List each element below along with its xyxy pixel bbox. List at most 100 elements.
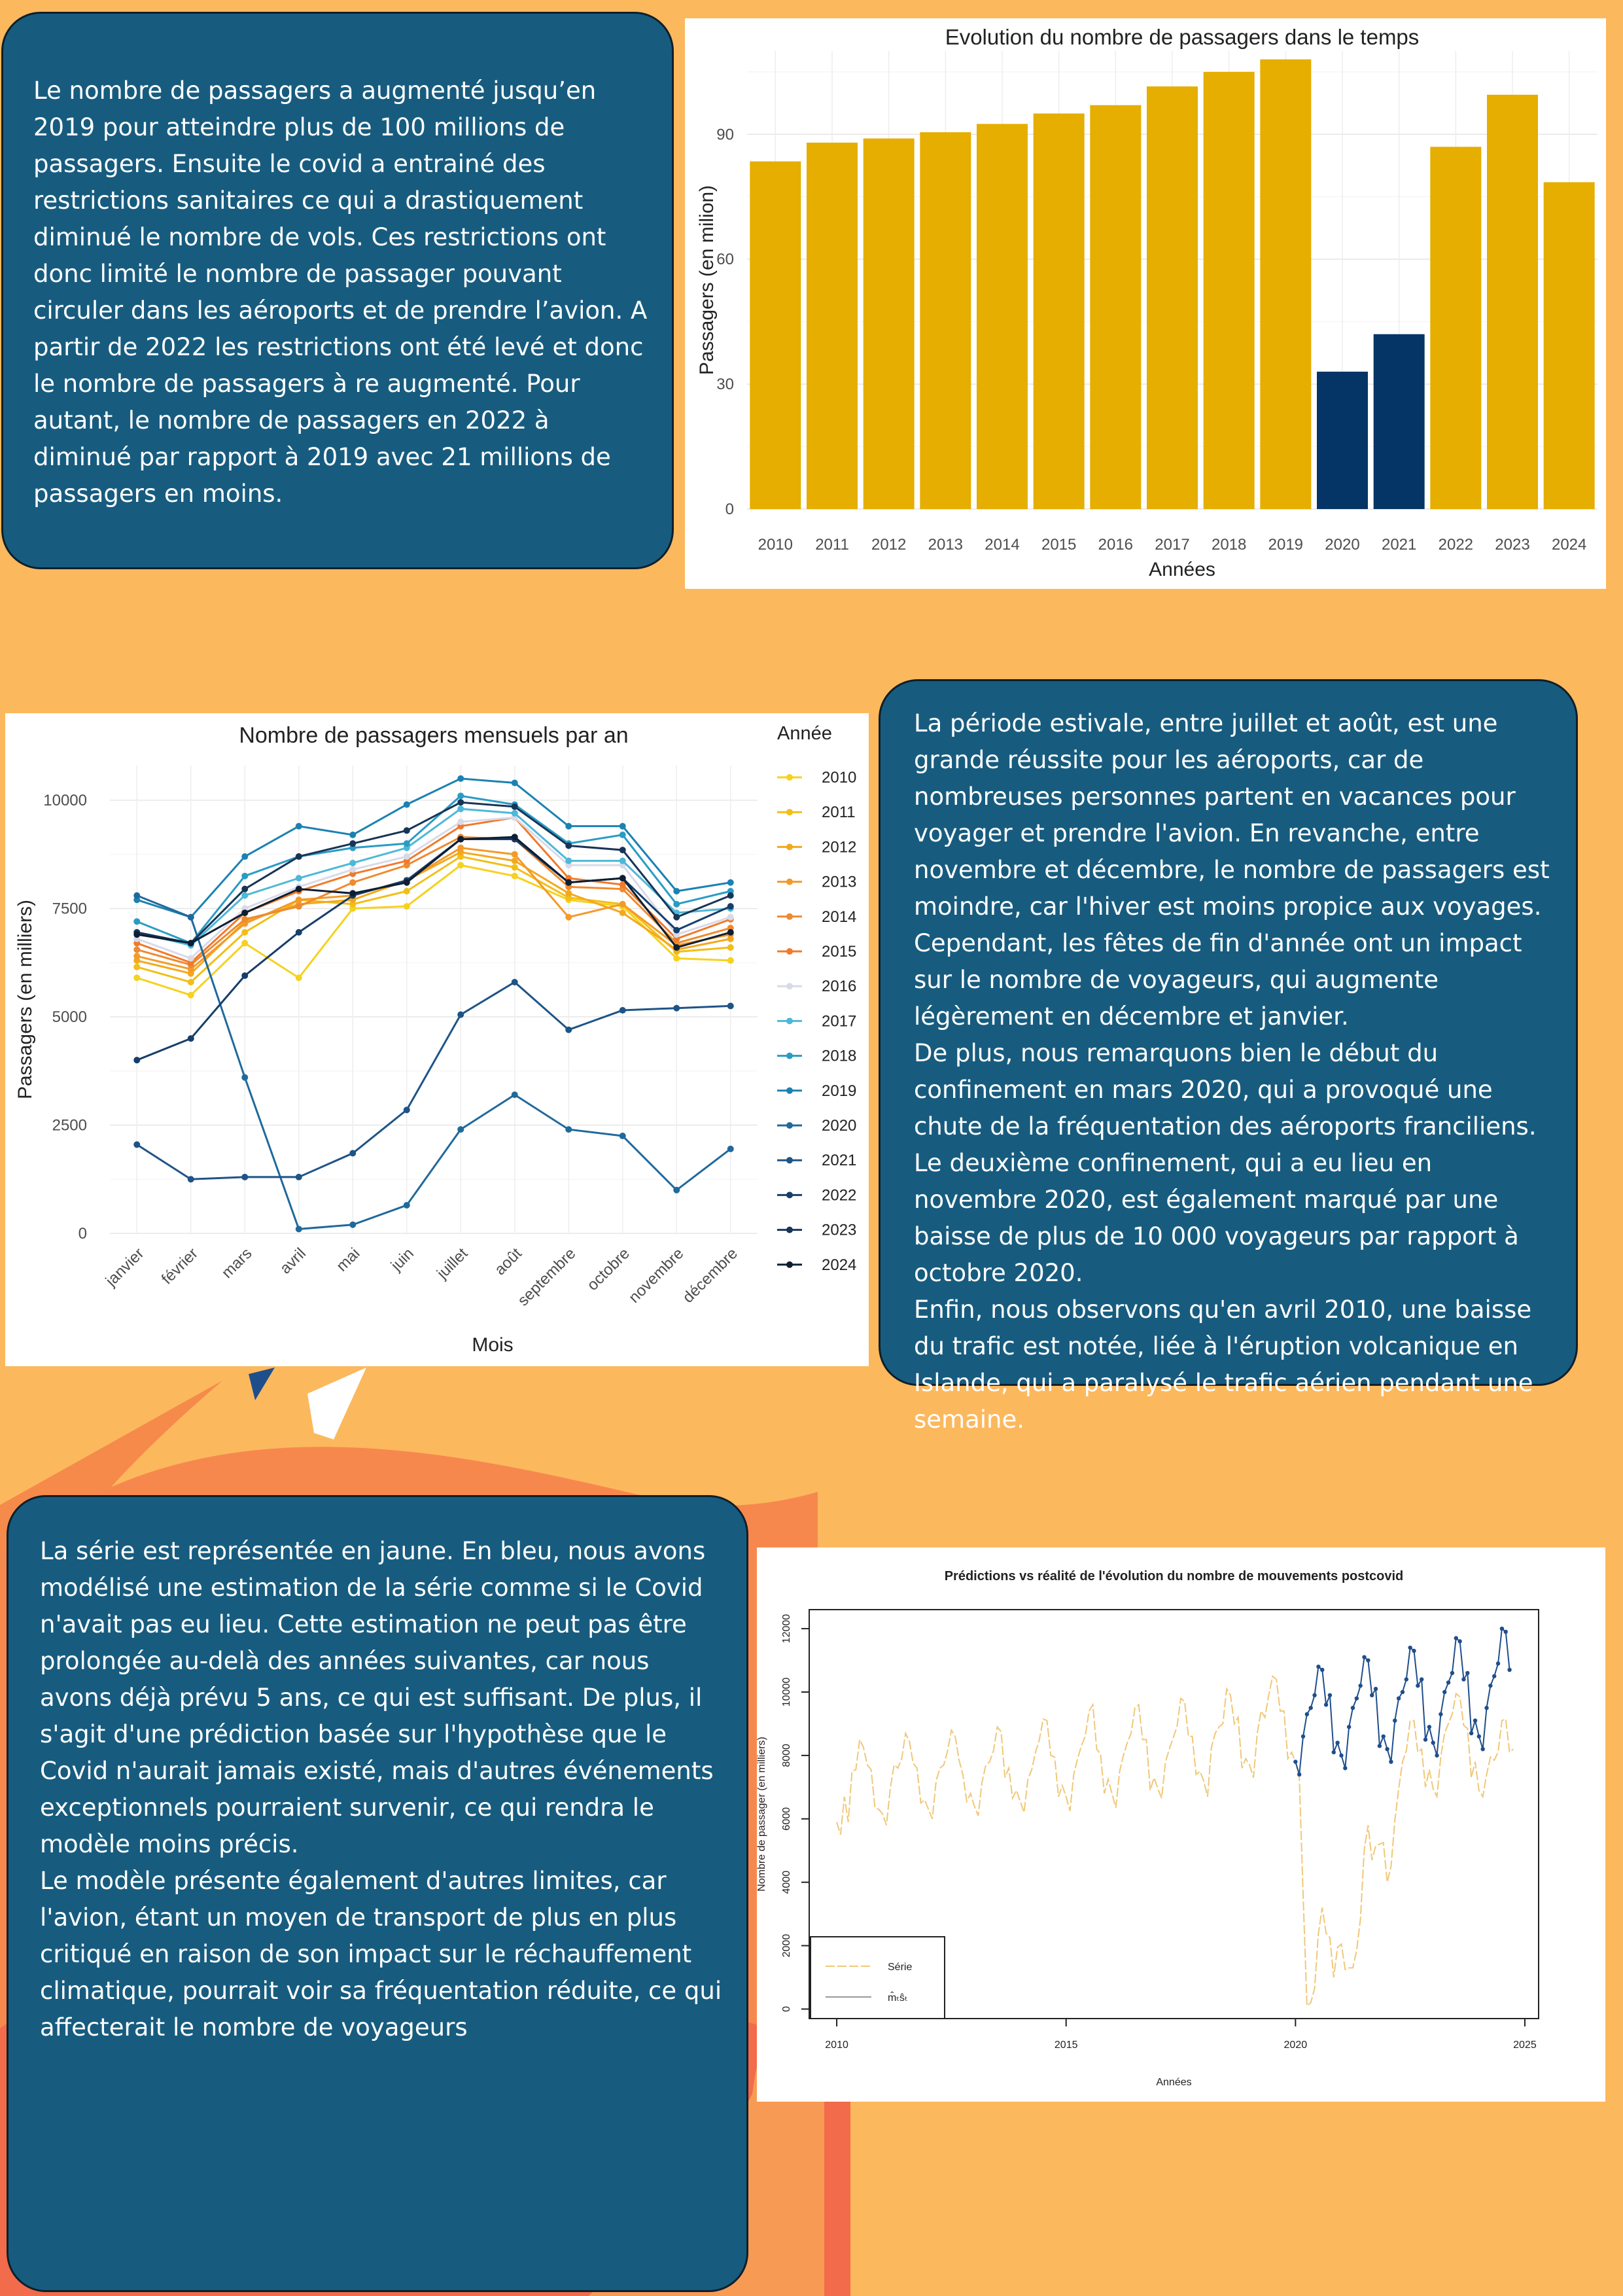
point-2024 — [295, 885, 302, 892]
x-tick-label: juillet — [433, 1245, 472, 1283]
legend-label: 2024 — [822, 1256, 856, 1274]
prediction-point — [1400, 1689, 1405, 1695]
prediction-point — [1442, 1689, 1447, 1695]
point-2019 — [565, 822, 572, 830]
point-2024 — [241, 910, 249, 917]
point-2020 — [349, 1221, 357, 1228]
x-tick-label: 2013 — [928, 536, 963, 554]
y-axis-label: Passagers (en milliers) — [14, 900, 36, 1099]
point-2010 — [295, 974, 302, 981]
bar-2016 — [1090, 105, 1142, 509]
prediction-point — [1385, 1746, 1389, 1752]
prediction-point — [1350, 1705, 1355, 1710]
series-line-2024 — [137, 836, 731, 949]
y-tick-label: 4000 — [781, 1871, 792, 1894]
prediction-point — [1393, 1718, 1397, 1723]
series-line-2010 — [136, 864, 731, 997]
legend-label: 2019 — [822, 1082, 856, 1100]
prediction-point — [1416, 1684, 1420, 1688]
y-tick-label: 6000 — [781, 1807, 792, 1831]
x-tick-label: 2025 — [1513, 2040, 1537, 2051]
point-2023 — [565, 842, 572, 849]
x-tick-label: 2019 — [1268, 536, 1303, 554]
legend-label-serie: Série — [888, 1962, 912, 1973]
series-line-prediction — [1295, 1627, 1510, 1775]
legend-label-prediction: m̂ₜŝₜ — [888, 1990, 908, 2004]
point-2024 — [349, 890, 357, 897]
text-card-3-paragraph-1: La série est représentée en jaune. En bl… — [40, 1537, 714, 1858]
line-chart-passagers-mensuels: 0 2500 5000 7500 10000 janvier février mars avri… — [14, 723, 856, 1356]
x-axis-label: Années — [1149, 559, 1215, 580]
point-2013 — [133, 953, 141, 960]
legend-label: 2015 — [822, 943, 856, 961]
prediction-point — [1331, 1750, 1336, 1755]
point-2024 — [511, 834, 518, 841]
prediction-point — [1495, 1661, 1501, 1666]
prediction-point — [1469, 1731, 1474, 1736]
point-2020 — [241, 1074, 249, 1081]
prediction-point — [1439, 1712, 1443, 1717]
point-2024 — [187, 940, 194, 947]
point-2010 — [511, 872, 518, 879]
point-2024 — [457, 836, 464, 843]
point-2018 — [673, 900, 680, 908]
legend-label: 2018 — [822, 1048, 856, 1065]
prediction-point — [1370, 1693, 1374, 1698]
point-2021 — [133, 1141, 141, 1148]
point-2017 — [241, 892, 249, 899]
point-2019 — [403, 801, 410, 808]
point-2012 — [565, 890, 572, 897]
point-2013 — [457, 844, 464, 851]
series-line-2013 — [136, 847, 731, 970]
point-2012 — [619, 910, 626, 917]
y-tick-label: 2500 — [52, 1116, 87, 1134]
x-tick-label: 2017 — [1155, 536, 1189, 554]
y-tick-label: 0 — [781, 2006, 792, 2012]
series-line-2016 — [136, 816, 731, 960]
point-2021 — [457, 1011, 464, 1018]
legend-key-point — [786, 948, 793, 955]
point-2024 — [565, 879, 572, 886]
point-2018 — [619, 831, 626, 838]
series-line-2015 — [136, 816, 731, 964]
prediction-point — [1404, 1677, 1409, 1682]
forecast-chart-panel: 2010 2015 2020 2025 0 2000 4000 6000 8000 10000 12… — [757, 1547, 1605, 2102]
prediction-point — [1373, 1686, 1378, 1691]
legend-label: 2010 — [822, 769, 856, 786]
point-2020 — [727, 1145, 734, 1152]
point-2010 — [187, 991, 194, 998]
text-card-3-paragraph-2: Le modèle présente également d'autres li… — [40, 1867, 722, 2041]
text-card-1-paragraph: Le nombre de passagers a augmenté jusqu’… — [33, 77, 648, 508]
point-2015 — [619, 881, 626, 889]
point-2016 — [187, 955, 194, 962]
y-tick-label: 0 — [725, 501, 734, 518]
y-axis-label: Passagers (en milion) — [696, 185, 718, 375]
x-tick-label: 2012 — [871, 536, 906, 554]
point-2023 — [511, 803, 518, 810]
prediction-point — [1396, 1696, 1401, 1701]
bar-2015 — [1033, 113, 1085, 510]
point-2023 — [349, 840, 357, 847]
bar-chart-passagers-annuels: 0 30 60 90 2010 2011 2012 2013 2014 2015 2016 2017 2… — [696, 25, 1597, 580]
point-2019 — [619, 822, 626, 830]
text-card-2-paragraph-2: De plus, nous remarquons bien le début d… — [914, 1039, 1537, 1287]
point-2013 — [511, 851, 518, 858]
x-tick-label: 2020 — [1284, 2040, 1308, 2051]
x-tick-label: 2018 — [1212, 536, 1246, 554]
bar-chart-panel: 0 30 60 90 2010 2011 2012 2013 2014 2015 2016 2017 2… — [685, 18, 1606, 589]
point-2020 — [673, 1186, 680, 1193]
point-2010 — [457, 862, 464, 869]
point-2011 — [727, 944, 734, 951]
legend-label: 2016 — [822, 978, 856, 995]
legend-label: 2012 — [822, 838, 856, 856]
point-2023 — [457, 799, 464, 806]
point-2019 — [727, 879, 734, 886]
prediction-point — [1412, 1648, 1416, 1653]
point-2023 — [241, 885, 249, 892]
x-axis-label: Années — [1156, 2077, 1191, 2088]
y-tick-label: 5000 — [52, 1008, 87, 1026]
legend-key-point — [786, 878, 793, 885]
y-tick-label: 30 — [716, 376, 734, 393]
airplane-tail-shape — [249, 1368, 275, 1400]
legend-key-point — [786, 1226, 793, 1233]
